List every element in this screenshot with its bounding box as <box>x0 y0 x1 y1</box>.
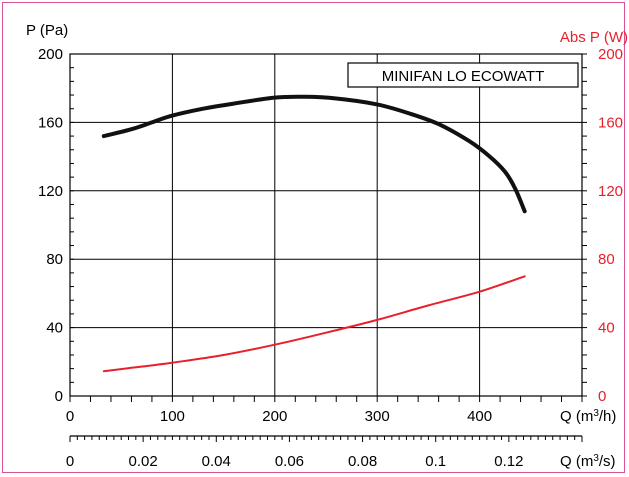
x-tick-label: 400 <box>467 408 492 425</box>
plot-border <box>69 53 583 397</box>
y-right-tick-label: 40 <box>598 320 615 337</box>
y-right-axis-label: Abs P (W) <box>560 29 628 46</box>
x2-tick-label: 0 <box>66 453 74 470</box>
chart-frame <box>2 2 625 473</box>
y-right-tick-label: 80 <box>598 251 615 268</box>
series-lines <box>101 94 527 373</box>
x2-tick-label: 0.08 <box>348 453 377 470</box>
minor-ticks <box>69 53 587 402</box>
y-left-tick-label: 200 <box>38 46 63 63</box>
y-right-tick-label: 160 <box>598 114 623 131</box>
x-primary-axis-label: Q (m3/h) <box>560 408 616 426</box>
y-left-tick-label: 120 <box>38 183 63 200</box>
y-left-tick-label: 0 <box>55 388 63 405</box>
pressure-curve-line <box>101 94 527 214</box>
y-left-tick-label: 40 <box>46 320 63 337</box>
y-left-tick-labels: 0 40 80 120 160 200 <box>38 46 63 405</box>
x-secondary-axis-label: Q (m3/s) <box>560 453 616 471</box>
y-right-tick-label: 120 <box>598 183 623 200</box>
x-tick-labels: 0 100 200 300 400 <box>66 408 492 425</box>
grid-lines <box>70 54 582 396</box>
model-label-box <box>347 62 579 88</box>
x2-tick-label: 0.06 <box>275 453 304 470</box>
x2-tick-label: 0.1 <box>425 453 446 470</box>
y-left-tick-label: 160 <box>38 114 63 131</box>
x-tick-label: 200 <box>262 408 287 425</box>
x-tick-label: 300 <box>365 408 390 425</box>
y-right-tick-labels: 0 40 80 120 160 200 <box>598 46 623 405</box>
secondary-x-axis: 0 0.02 0.04 0.06 0.08 0.1 0.12 <box>66 435 583 470</box>
x2-tick-label: 0.12 <box>494 453 523 470</box>
x-tick-label: 100 <box>160 408 185 425</box>
y-right-tick-label: 0 <box>598 388 606 405</box>
x2-tick-label: 0.02 <box>129 453 158 470</box>
x-tick-label: 0 <box>66 408 74 425</box>
model-label: MINIFAN LO ECOWATT <box>382 68 545 85</box>
x2-tick-label: 0.04 <box>202 453 231 470</box>
power-curve-line <box>102 275 526 373</box>
y-right-tick-label: 200 <box>598 46 623 63</box>
y-left-axis-label: P (Pa) <box>26 22 68 39</box>
y-left-tick-label: 80 <box>46 251 63 268</box>
